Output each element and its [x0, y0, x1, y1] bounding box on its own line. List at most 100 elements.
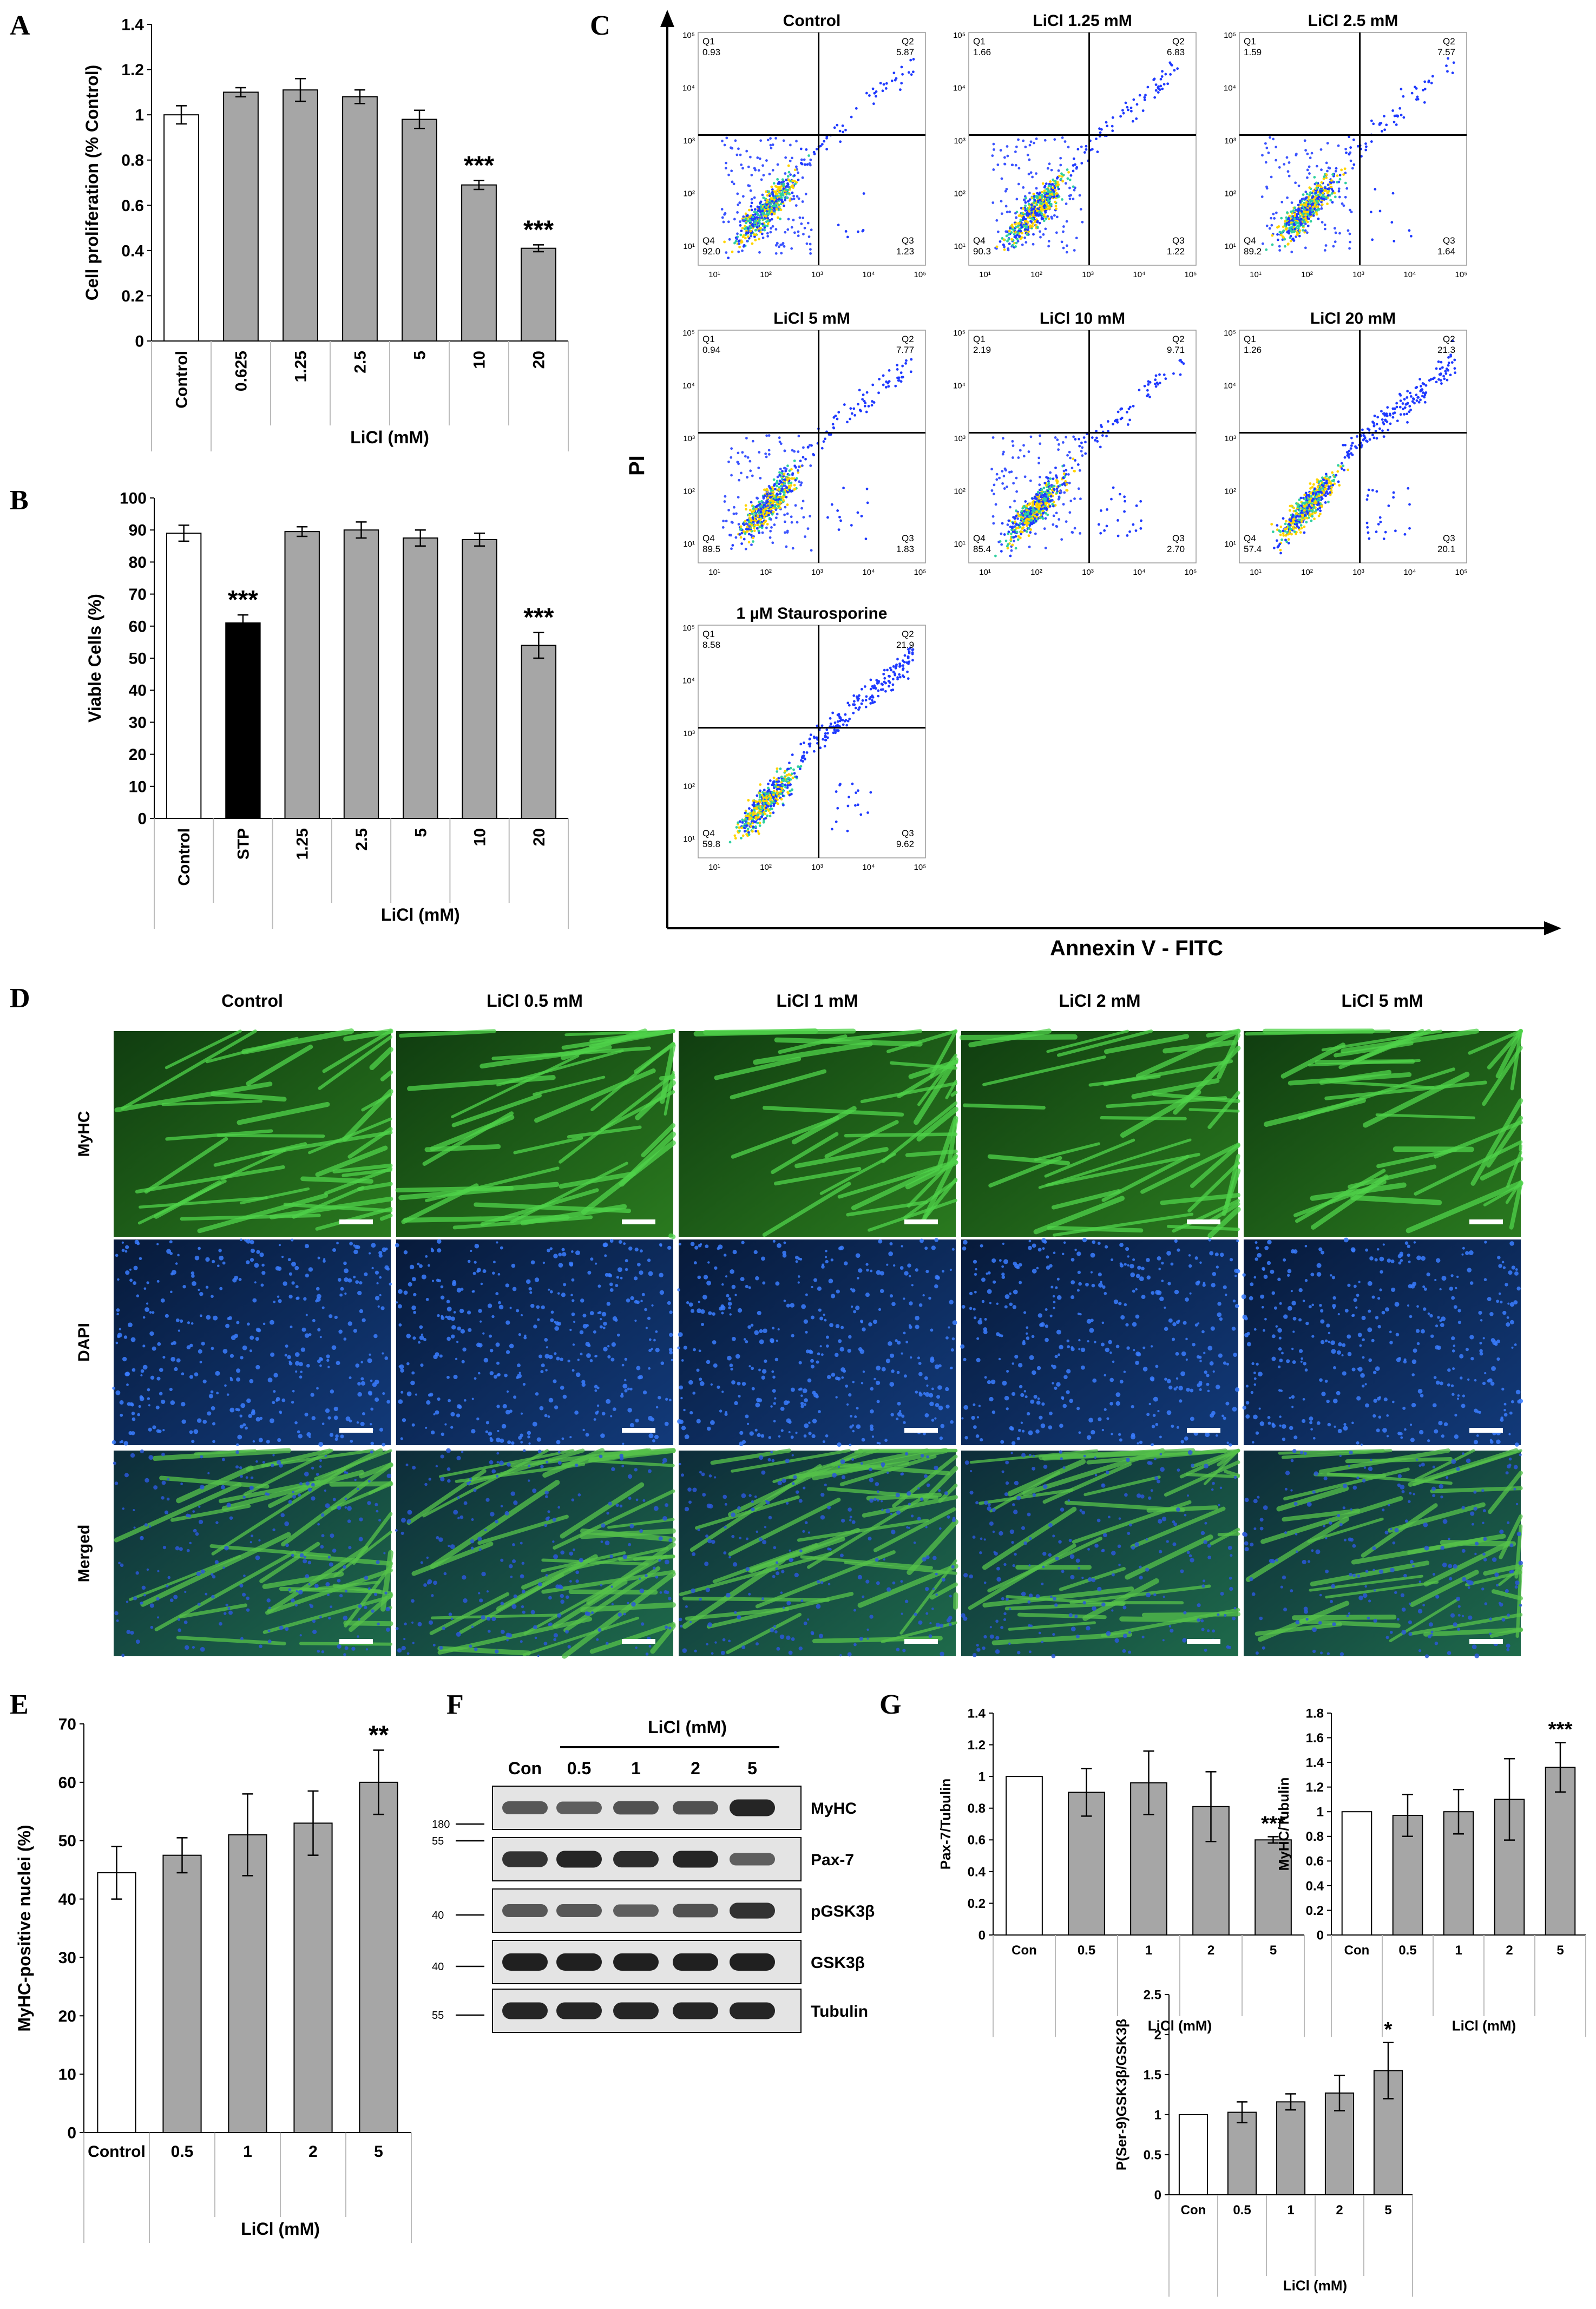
flow-event — [1322, 478, 1325, 481]
flow-event — [877, 689, 880, 692]
flow-event — [1339, 465, 1342, 468]
flow-plot-frame — [698, 625, 926, 858]
flow-event — [896, 364, 899, 366]
flow-plot-title: Control — [783, 12, 841, 30]
flow-event — [1291, 226, 1293, 229]
flow-event — [777, 198, 780, 200]
flow-event — [1268, 227, 1271, 230]
flow-event — [1306, 211, 1310, 214]
flow-event — [744, 809, 747, 812]
flow-event — [778, 191, 781, 193]
flow-event — [1401, 402, 1404, 405]
flow-event — [1013, 540, 1016, 543]
flow-event — [1049, 471, 1052, 474]
flow-event — [1061, 136, 1064, 139]
y-tick-label: 70 — [129, 586, 147, 604]
flow-event — [1303, 531, 1306, 534]
flow-event — [780, 471, 783, 475]
category-label: 2.5 — [352, 351, 370, 373]
flow-event — [999, 149, 1002, 152]
flow-event — [906, 670, 909, 673]
flow-event — [781, 194, 785, 197]
flow-event — [1023, 228, 1027, 231]
flow-event — [1391, 416, 1395, 419]
y-tick-label: 10⁵ — [953, 329, 966, 338]
flow-event — [860, 687, 863, 691]
flow-event — [836, 509, 839, 512]
flow-event — [1003, 156, 1006, 159]
y-axis-label: Cell proliferation (% Control) — [82, 65, 102, 301]
flow-event — [1310, 152, 1313, 155]
flow-event — [1005, 234, 1008, 238]
annexin-label: Annexin V - FITC — [1050, 936, 1223, 960]
flow-event — [785, 467, 788, 470]
flow-event — [1118, 493, 1121, 496]
bar — [163, 114, 199, 342]
flow-event — [802, 456, 805, 459]
bar — [402, 119, 437, 342]
flow-event — [1337, 464, 1340, 467]
flow-event — [891, 678, 895, 681]
flow-event — [752, 505, 755, 508]
flow-event — [738, 533, 741, 536]
flow-event — [747, 520, 751, 523]
flow-event — [1303, 210, 1306, 213]
significance-marker: *** — [228, 586, 258, 614]
flow-event — [1048, 197, 1052, 200]
quadrant-q2-name: Q2 — [1172, 334, 1185, 344]
flow-event — [762, 196, 765, 199]
flow-event — [739, 220, 741, 223]
category-label: 1 — [1145, 1943, 1152, 1958]
flow-event — [770, 213, 773, 216]
x-tick-label: 10² — [1030, 568, 1042, 577]
flow-event — [1300, 520, 1303, 523]
flow-event — [809, 252, 812, 255]
flow-event — [1295, 208, 1298, 212]
flow-event — [772, 484, 776, 487]
flow-event — [758, 531, 761, 534]
flow-event — [865, 695, 868, 698]
flow-event — [791, 449, 794, 452]
flow-event — [1375, 437, 1378, 440]
flow-event — [1029, 531, 1032, 534]
flow-event — [820, 143, 824, 146]
flow-event — [904, 362, 908, 365]
bar — [162, 1854, 202, 2133]
flow-event — [1305, 521, 1308, 524]
category-label: 5 — [411, 351, 429, 360]
flow-event — [1451, 339, 1454, 343]
flow-event — [884, 87, 888, 90]
y-tick-label: 10³ — [954, 136, 966, 146]
flow-event — [776, 500, 779, 503]
flow-event — [751, 830, 754, 833]
flow-event — [1439, 373, 1442, 376]
y-tick-label: 10¹ — [683, 540, 695, 549]
flow-event — [1298, 215, 1302, 218]
flow-event — [1146, 389, 1149, 392]
flow-event — [746, 214, 749, 217]
flow-event — [779, 202, 783, 206]
flow-event — [1027, 510, 1030, 514]
flow-event — [760, 232, 764, 235]
flow-event — [731, 521, 734, 524]
flow-event — [763, 516, 766, 519]
flow-event — [1284, 220, 1286, 223]
bar — [403, 537, 438, 819]
flow-event — [776, 503, 779, 506]
flow-event — [902, 675, 905, 679]
y-axis-label: Pax-7/Tubulin — [937, 1779, 954, 1870]
y-tick-label: 1 — [1154, 2108, 1161, 2122]
flow-event — [1296, 512, 1298, 515]
flow-event — [1449, 373, 1452, 377]
flow-event — [1141, 109, 1145, 112]
flow-event — [756, 213, 759, 217]
flow-event — [1330, 192, 1334, 195]
flow-event — [863, 685, 866, 688]
category-label: Con — [1344, 1943, 1370, 1958]
flow-event — [1329, 493, 1332, 496]
flow-event — [1309, 482, 1312, 485]
category-label: 2 — [1207, 1943, 1214, 1958]
flow-event — [1066, 177, 1069, 180]
flow-event — [873, 91, 876, 95]
